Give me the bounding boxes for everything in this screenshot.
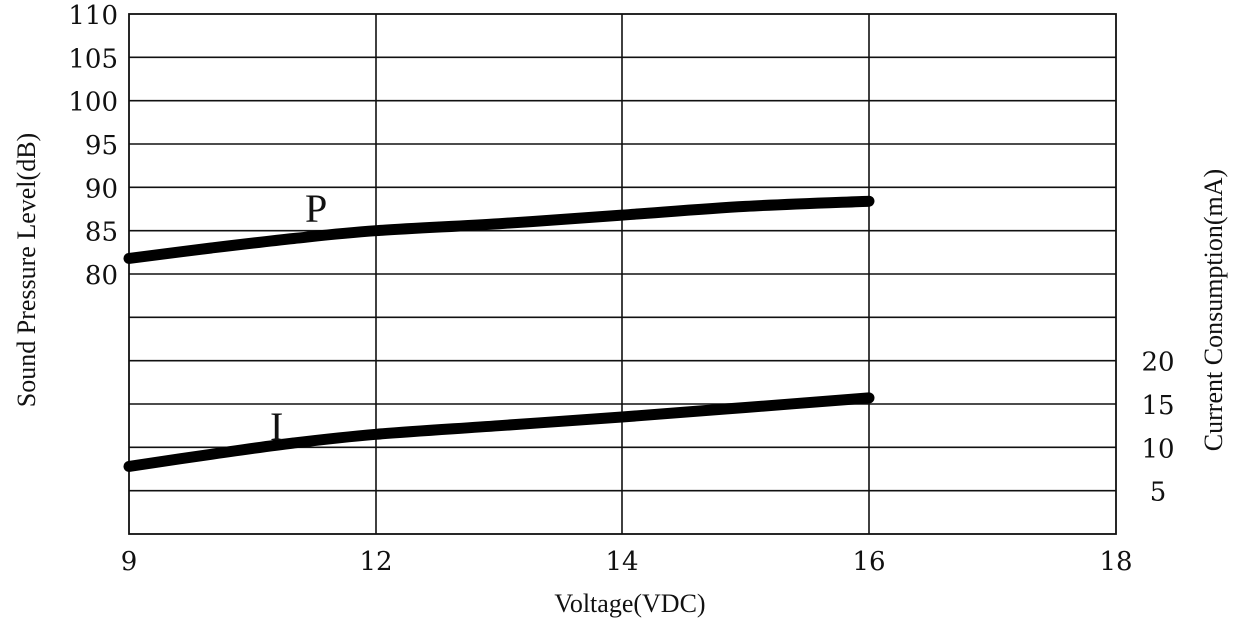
y-left-tick-label: 100 (68, 88, 118, 118)
x-tick-label: 9 (121, 547, 138, 577)
data-series (123, 195, 875, 472)
y-right-tick-label: 10 (1141, 434, 1174, 464)
y-right-tick-label: 20 (1141, 348, 1174, 378)
x-tick-label: 12 (359, 547, 392, 577)
series-line-p (123, 195, 875, 264)
plot-frame (128, 13, 1117, 535)
y-left-tick-label: 105 (68, 44, 118, 74)
series-line-i (123, 392, 875, 472)
y-axis-title-left: Sound Pressure Level(dB) (12, 133, 41, 407)
x-axis-title: Voltage(VDC) (554, 589, 705, 618)
y-left-tick-label: 90 (85, 174, 118, 204)
series-label-p: P (305, 186, 327, 231)
x-tick-label: 18 (1099, 547, 1132, 577)
y-right-tick-label: 5 (1150, 478, 1167, 508)
x-tick-label: 16 (852, 547, 885, 577)
y-right-tick-label: 15 (1141, 391, 1174, 421)
x-tick-label: 14 (605, 547, 638, 577)
y-left-tick-label: 85 (85, 218, 118, 248)
y-left-tick-label: 110 (68, 1, 118, 31)
y-left-tick-label: 80 (85, 261, 118, 291)
y-left-tick-label: 95 (85, 131, 118, 161)
y-axis-title-right: Current Consumption(mA) (1199, 169, 1228, 451)
grid (129, 14, 1116, 534)
series-label-i: I (270, 404, 283, 449)
